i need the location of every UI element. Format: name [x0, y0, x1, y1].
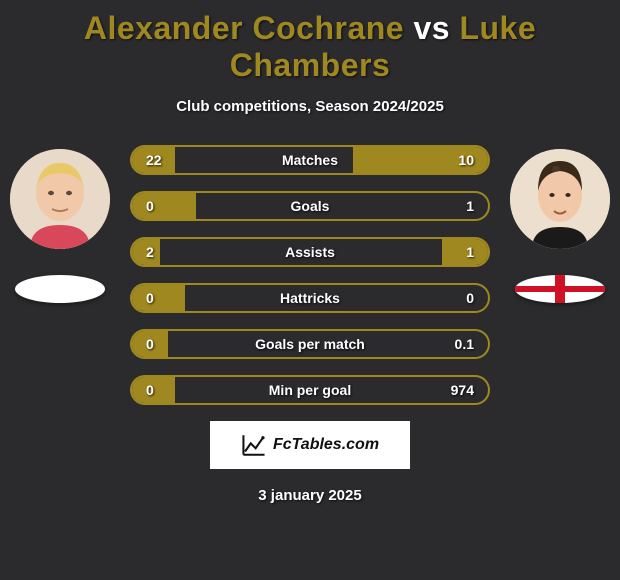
stat-label: Goals per match [132, 331, 488, 357]
chart-icon [241, 432, 267, 458]
stat-row: 2210Matches [130, 145, 490, 175]
player1-avatar [10, 149, 110, 249]
stat-bars: 2210Matches 01Goals 21Assists 00Hattricks 00… [130, 145, 490, 405]
player2-flag [515, 275, 605, 303]
stat-label: Min per goal [132, 377, 488, 403]
stat-label: Goals [132, 193, 488, 219]
logo-text: FcTables.com [273, 436, 379, 454]
stat-row: 0974Min per goal [130, 375, 490, 405]
stat-label: Assists [132, 239, 488, 265]
subtitle: Club competitions, Season 2024/2025 [0, 98, 620, 115]
stat-label: Hattricks [132, 285, 488, 311]
date-label: 3 january 2025 [0, 487, 620, 504]
stat-row: 01Goals [130, 191, 490, 221]
player1-name: Alexander Cochrane [84, 10, 404, 46]
page-title: Alexander Cochrane vs Luke Chambers [0, 0, 620, 84]
stat-row: 21Assists [130, 237, 490, 267]
vs-text: vs [413, 10, 450, 46]
stat-row: 00Hattricks [130, 283, 490, 313]
source-logo: FcTables.com [210, 421, 410, 469]
stat-label: Matches [132, 147, 488, 173]
comparison-panel: 2210Matches 01Goals 21Assists 00Hattricks 00… [0, 145, 620, 405]
player1-flag [15, 275, 105, 303]
stat-row: 00.1Goals per match [130, 329, 490, 359]
player2-avatar [510, 149, 610, 249]
